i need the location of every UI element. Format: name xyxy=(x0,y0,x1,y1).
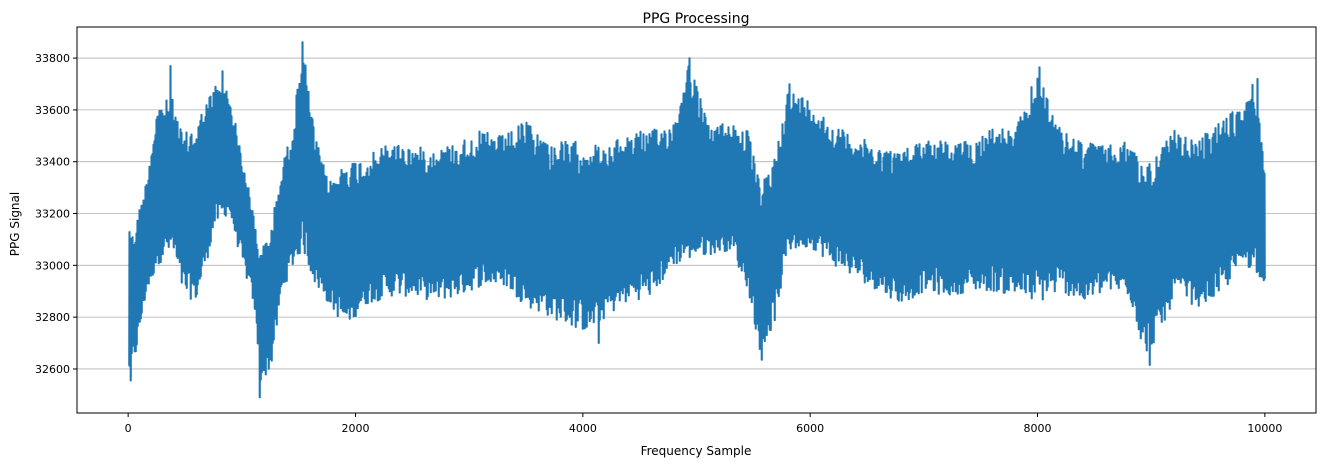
x-tick-label: 8000 xyxy=(1024,422,1052,435)
line-layer xyxy=(128,41,1266,399)
x-tick-label: 6000 xyxy=(796,422,824,435)
y-tick-label: 33800 xyxy=(35,52,70,65)
y-tick-label: 33400 xyxy=(35,156,70,169)
y-axis: 32600 32800 33000 33200 33400 33600 33800 xyxy=(35,52,77,376)
y-tick-label: 33000 xyxy=(35,259,70,272)
y-tick-label: 32800 xyxy=(35,311,70,324)
x-axis: 0 2000 4000 6000 8000 10000 xyxy=(125,413,1282,435)
y-tick-label: 33200 xyxy=(35,208,70,221)
y-axis-label: PPG Signal xyxy=(8,192,22,256)
chart-title: PPG Processing xyxy=(643,11,750,27)
y-tick-label: 32600 xyxy=(35,363,70,376)
x-tick-label: 0 xyxy=(125,422,132,435)
x-tick-label: 4000 xyxy=(569,422,597,435)
x-tick-label: 2000 xyxy=(341,422,369,435)
ppg-signal-line xyxy=(128,41,1266,399)
y-tick-label: 33600 xyxy=(35,104,70,117)
x-tick-label: 10000 xyxy=(1247,422,1282,435)
plot-frame xyxy=(76,26,1317,414)
x-axis-label: Frequency Sample xyxy=(641,444,752,458)
